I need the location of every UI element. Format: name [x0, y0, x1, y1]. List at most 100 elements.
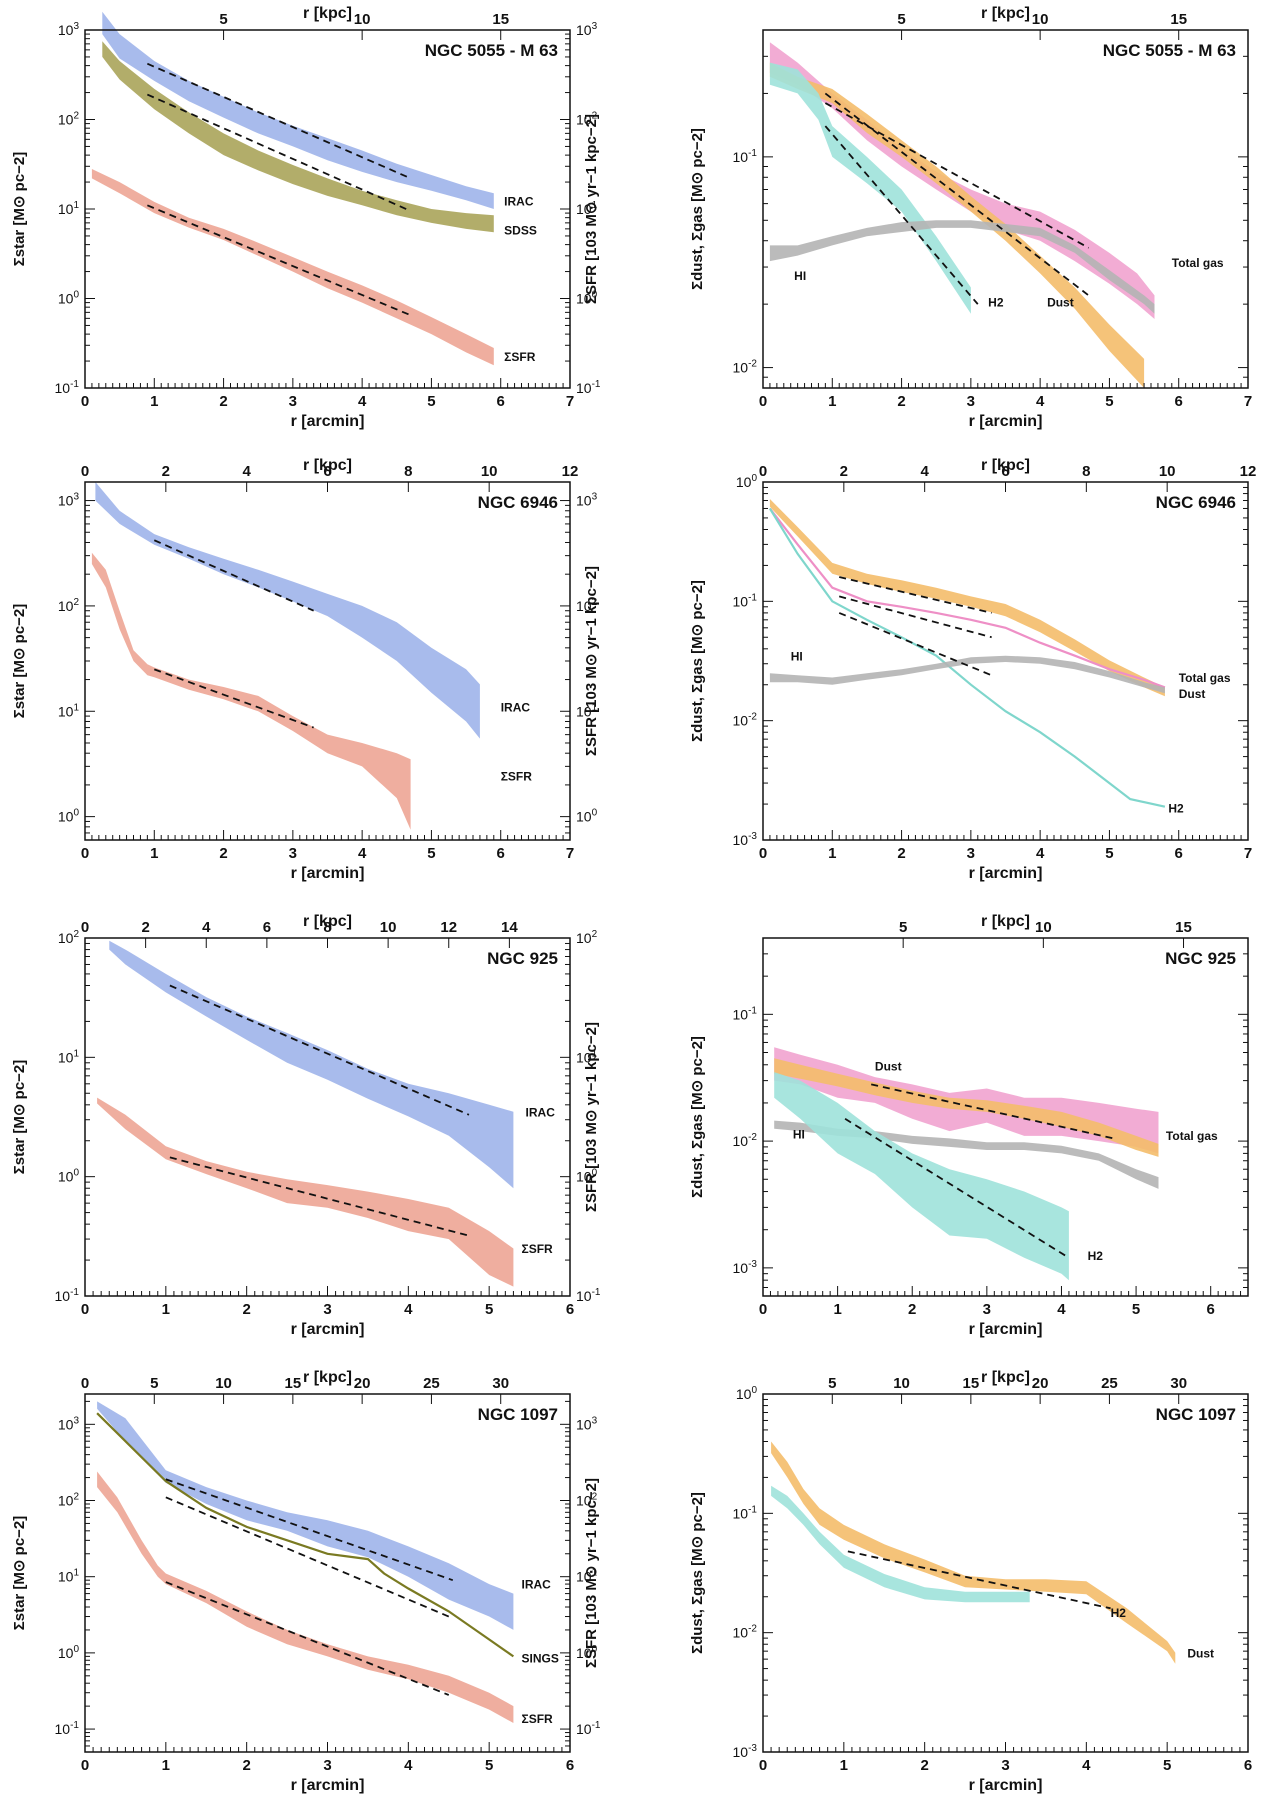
- chart-svg: Total gas Dust HI H2 0 1 2 3 4 5 6 r [arcmin] 5 10 15 r…: [689, 913, 1249, 1338]
- chart-title: NGC 925: [487, 949, 558, 968]
- series-label: IRAC: [522, 1577, 552, 1591]
- panel-ngc6946-gas: Dust Total gas H2 HI 0 1 2 3 4 5 6 7 r [arcmin] 0 2 4 6 8…: [678, 452, 1278, 892]
- y2-tick-label: 10-1: [576, 379, 600, 396]
- x2-tick-label: 20: [1032, 1375, 1049, 1392]
- x-tick-label: 6: [497, 845, 505, 862]
- fit-line: [838, 612, 992, 677]
- x2-tick-label: 12: [562, 463, 579, 480]
- series-label: Dust: [1047, 295, 1074, 309]
- chart-svg: Total gas Dust H2 HI 0 1 2 3 4 5 6 7 r [arcmin] 5 10 15…: [689, 5, 1252, 430]
- series-band: [769, 655, 1165, 694]
- series-label: ΣSFR: [522, 1242, 554, 1256]
- x2-tick-label: 5: [897, 11, 905, 28]
- x-tick-label: 0: [81, 1301, 89, 1318]
- x2-tick-label: 6: [1001, 463, 1009, 480]
- x-tick-label: 6: [1175, 393, 1183, 410]
- y-tick-label: 100: [58, 808, 80, 825]
- y-tick-label: 10-2: [733, 1132, 758, 1149]
- x2-tick-label: 14: [501, 919, 518, 936]
- y-tick-label: 100: [736, 1385, 758, 1402]
- x-tick-label: 6: [1244, 1757, 1252, 1774]
- y-tick-label: 10-3: [733, 831, 758, 848]
- series-label: H2: [1111, 1606, 1127, 1620]
- x2-tick-label: 0: [759, 463, 767, 480]
- x-axis-label: r [arcmin]: [291, 413, 365, 430]
- chart-title: NGC 1097: [478, 1405, 558, 1424]
- x2-tick-label: 10: [380, 919, 397, 936]
- series-band: [774, 1072, 1069, 1281]
- panel-ngc1097-gas: Dust H2 0 1 2 3 4 5 6 r [arcmin] 5 10 15 20 25 30 r [kpc…: [678, 1364, 1278, 1804]
- series-band: [91, 552, 411, 830]
- x-tick-label: 6: [497, 393, 505, 410]
- fit-line: [824, 125, 979, 305]
- x-tick-label: 2: [897, 845, 905, 862]
- x-tick-label: 1: [840, 1757, 848, 1774]
- chart-title: NGC 5055 - M 63: [425, 41, 558, 60]
- x-tick-label: 4: [1036, 845, 1045, 862]
- x-tick-label: 5: [1163, 1757, 1171, 1774]
- y-axis-label: Σstar [M⊙ pc−2]: [11, 1516, 28, 1631]
- y2-axis-label: ΣSFR [103 M⊙ yr−1 kpc−2]: [583, 1022, 600, 1212]
- y2-axis-label: ΣSFR [103 M⊙ yr−1 kpc−2]: [583, 1478, 600, 1668]
- x-tick-label: 4: [1057, 1301, 1066, 1318]
- x-tick-label: 1: [162, 1757, 170, 1774]
- x2-tick-label: 25: [1101, 1375, 1118, 1392]
- x2-tick-label: 30: [1170, 1375, 1187, 1392]
- x2-tick-label: 4: [920, 463, 929, 480]
- series-label: IRAC: [504, 194, 534, 208]
- fit-line: [169, 1156, 470, 1237]
- fit-line: [844, 1118, 1070, 1259]
- x2-tick-label: 10: [1032, 11, 1049, 28]
- plot-frame: [762, 937, 1249, 1297]
- y-axis-label: Σdust, Σgas [M⊙ pc−2]: [689, 1036, 706, 1198]
- x-axis-label: r [arcmin]: [291, 1777, 365, 1794]
- series-band: [97, 1471, 514, 1723]
- x2-tick-label: 0: [81, 463, 89, 480]
- x-tick-label: 5: [427, 845, 435, 862]
- series-label: ΣSFR: [504, 350, 536, 364]
- y2-tick-label: 101: [576, 1048, 598, 1065]
- x-tick-label: 2: [242, 1757, 250, 1774]
- series-label: H2: [1168, 801, 1184, 815]
- series-label: Total gas: [1166, 1129, 1218, 1143]
- x-tick-label: 4: [358, 393, 367, 410]
- fit-line: [169, 984, 470, 1116]
- y-axis-label: Σdust, Σgas [M⊙ pc−2]: [689, 580, 706, 742]
- x-tick-label: 0: [759, 1757, 767, 1774]
- x2-tick-label: 12: [1240, 463, 1257, 480]
- series-band: [97, 1401, 514, 1630]
- x2-tick-label: 10: [1035, 919, 1052, 936]
- x-tick-label: 5: [1105, 845, 1113, 862]
- fit-line: [165, 1581, 450, 1696]
- x-tick-label: 1: [162, 1301, 170, 1318]
- y2-tick-label: 102: [576, 111, 598, 128]
- chart-svg: IRAC SDSS ΣSFR 0 1 2 3 4 5 6 7 r [arcmin] 5 10 15 r [kp…: [11, 5, 601, 430]
- x-tick-label: 3: [967, 393, 975, 410]
- y2-tick-label: 100: [576, 1644, 598, 1661]
- series-label: IRAC: [501, 700, 531, 714]
- y-tick-label: 10-1: [55, 1720, 80, 1737]
- y-tick-label: 100: [736, 473, 758, 490]
- x2-axis-label: r [kpc]: [981, 5, 1030, 22]
- series-band: [97, 1097, 514, 1287]
- y2-tick-label: 100: [576, 1168, 598, 1185]
- series-label: ΣSFR: [501, 770, 533, 784]
- y2-tick-label: 10-1: [576, 1287, 600, 1304]
- y-tick-label: 100: [58, 1168, 80, 1185]
- panel-ngc1097-stars: IRAC SINGS ΣSFR 0 1 2 3 4 5 6 r [arcmin] 0 5 10 15 20 25…: [0, 1364, 601, 1804]
- y-tick-label: 10-1: [55, 1287, 80, 1304]
- y2-tick-label: 101: [576, 1568, 598, 1585]
- x2-tick-label: 15: [285, 1375, 302, 1392]
- x-tick-label: 5: [1132, 1301, 1140, 1318]
- fit-line: [165, 1478, 454, 1582]
- y2-tick-label: 100: [576, 808, 598, 825]
- x-tick-label: 5: [485, 1757, 493, 1774]
- fit-line: [847, 1550, 1111, 1610]
- x-tick-label: 2: [908, 1301, 916, 1318]
- x-tick-label: 6: [1175, 845, 1183, 862]
- y-tick-label: 100: [58, 1644, 80, 1661]
- series-band: [109, 940, 514, 1189]
- x2-tick-label: 15: [1175, 919, 1192, 936]
- x-axis-label: r [arcmin]: [969, 1777, 1043, 1794]
